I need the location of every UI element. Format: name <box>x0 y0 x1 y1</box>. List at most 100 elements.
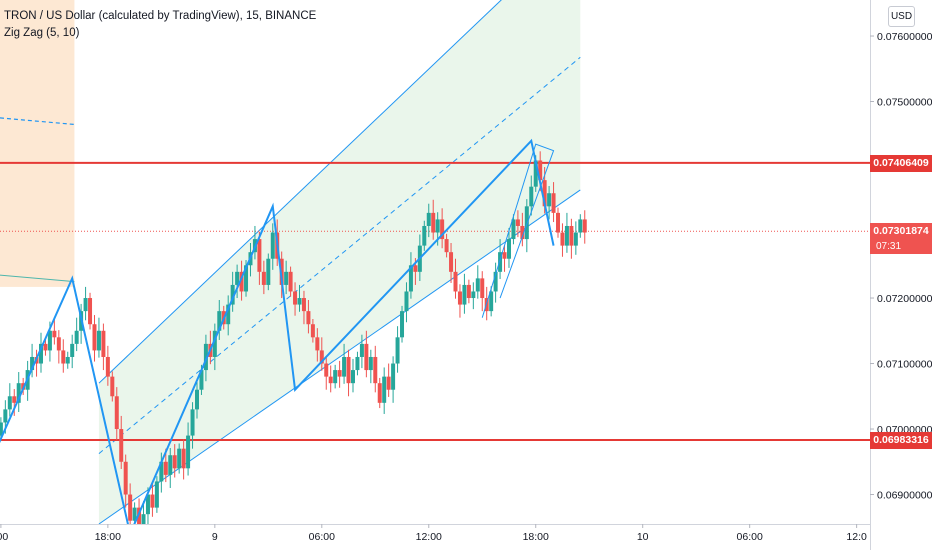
candle-up <box>199 370 204 390</box>
candle-down <box>542 180 547 207</box>
currency-button[interactable]: USD <box>888 6 915 27</box>
candle-up <box>96 330 101 351</box>
candle-up <box>498 252 503 272</box>
candle-up <box>203 343 208 371</box>
x-tick-label: 12:00 <box>416 531 442 543</box>
candle-up <box>404 291 409 312</box>
candle-up <box>333 370 338 384</box>
candle-up <box>511 219 516 240</box>
candle-down <box>569 225 574 246</box>
symbol-title[interactable]: TRON / US Dollar (calculated by TradingV… <box>4 10 317 22</box>
candle-down <box>449 252 454 272</box>
candle-down <box>301 298 306 312</box>
candle-up <box>0 422 3 436</box>
candle-down <box>346 356 351 384</box>
candle-up <box>177 448 182 469</box>
candle-down <box>551 193 556 213</box>
y-tick-label: 0.07200000 <box>877 293 932 305</box>
candle-up <box>529 186 534 207</box>
candle-up <box>578 219 583 233</box>
candle-up <box>426 212 431 226</box>
candle-up <box>212 330 217 357</box>
candle-up <box>74 330 79 344</box>
candle-down <box>538 160 543 181</box>
candle-down <box>119 429 124 462</box>
candle-up <box>350 370 355 384</box>
candle-up <box>533 160 538 187</box>
candle-up <box>194 389 199 410</box>
candle-down <box>110 376 115 397</box>
candle-up <box>270 232 275 259</box>
wedge-line <box>481 143 555 318</box>
candle-down <box>61 350 66 364</box>
candle-up <box>141 514 146 524</box>
candle-down <box>502 252 507 259</box>
candle-up <box>39 343 44 364</box>
candle-down <box>181 448 186 469</box>
channel-fill <box>98 0 581 524</box>
candle-up <box>564 225 569 246</box>
candle-up <box>217 311 222 331</box>
candle-up <box>547 193 552 207</box>
x-tick-label: 9 <box>212 531 218 543</box>
x-tick-label: 06:00 <box>309 531 335 543</box>
candle-down <box>288 271 293 292</box>
candle-down <box>310 324 315 338</box>
candle-up <box>382 376 387 403</box>
candle-up <box>489 291 494 312</box>
hline-upper-price-tag: 0.07406409 <box>870 154 932 172</box>
candle-down <box>88 298 93 325</box>
candle-up <box>145 494 150 515</box>
y-tick-label: 0.07500000 <box>877 97 932 109</box>
candle-down <box>12 396 17 403</box>
candle-up <box>475 278 480 292</box>
candle-up <box>400 311 405 338</box>
candle-down <box>306 311 311 325</box>
candle-down <box>453 271 458 292</box>
bar-countdown: 07:31 <box>870 240 932 255</box>
candle-down <box>373 356 378 384</box>
candle-down <box>43 343 48 351</box>
candle-up <box>190 409 195 436</box>
candle-down <box>480 278 485 299</box>
candle-down <box>457 291 462 305</box>
candle-up <box>132 507 137 521</box>
candle-down <box>163 461 168 475</box>
candle-up <box>368 356 373 371</box>
candle-down <box>328 376 333 384</box>
candle-up <box>408 265 413 292</box>
candle-up <box>159 461 164 482</box>
candle-down <box>123 461 128 495</box>
candle-up <box>391 363 396 390</box>
candle-up <box>65 356 70 364</box>
candle-up <box>462 284 467 305</box>
indicator-label[interactable]: Zig Zag (5, 10) <box>4 27 80 39</box>
candle-up <box>186 435 191 469</box>
candle-down <box>431 212 436 233</box>
candle-down <box>92 324 97 351</box>
candle-down <box>52 330 57 338</box>
candle-down <box>386 376 391 390</box>
y-tick-label: 0.06900000 <box>877 490 932 502</box>
candle-up <box>359 343 364 357</box>
candle-up <box>3 409 8 423</box>
projection-rect <box>0 0 75 287</box>
candle-down <box>582 219 587 233</box>
candle-down <box>466 284 471 299</box>
candle-down <box>172 455 177 469</box>
candle-up <box>355 356 360 371</box>
candle-up <box>230 284 235 305</box>
candle-up <box>342 356 347 377</box>
x-tick-label: 18:00 <box>523 531 549 543</box>
candle-down <box>105 356 110 377</box>
plot-area <box>0 0 870 524</box>
candle-down <box>377 383 382 403</box>
candle-down <box>413 265 418 272</box>
candle-up <box>235 271 240 285</box>
candle-down <box>114 396 119 430</box>
zigzag-line <box>0 138 555 524</box>
candle-up <box>573 232 578 246</box>
candle-down <box>150 494 155 508</box>
candle-up <box>266 258 271 285</box>
